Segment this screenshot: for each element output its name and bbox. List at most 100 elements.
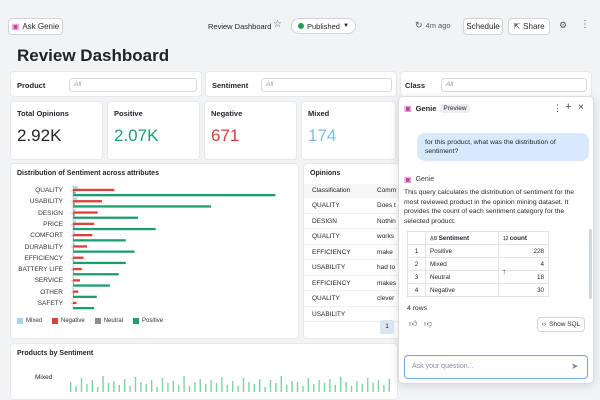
product-bar[interactable] [145, 384, 147, 392]
scrollbar[interactable] [589, 229, 592, 299]
product-bar[interactable] [237, 386, 239, 392]
bar-negative[interactable] [73, 245, 88, 248]
product-bar[interactable] [372, 383, 374, 392]
product-bar[interactable] [75, 386, 77, 392]
product-bar[interactable] [167, 383, 169, 392]
product-bar[interactable] [113, 381, 115, 392]
bar-mixed[interactable] [73, 186, 79, 189]
filter-select[interactable]: All [441, 78, 587, 92]
product-bar[interactable] [178, 385, 180, 392]
bar-positive[interactable] [73, 261, 126, 265]
product-bar[interactable] [269, 380, 272, 392]
product-bar[interactable] [205, 384, 207, 392]
schedule-button[interactable]: Schedule [463, 18, 503, 35]
product-bar[interactable] [345, 382, 347, 392]
bar-mixed[interactable] [73, 231, 75, 234]
bar-neutral[interactable] [73, 236, 74, 239]
bar-negative[interactable] [73, 279, 81, 282]
product-bar[interactable] [215, 383, 218, 392]
product-bar[interactable] [70, 382, 72, 392]
bar-neutral[interactable] [73, 281, 74, 285]
bar-negative[interactable] [73, 234, 93, 237]
bar-mixed[interactable] [73, 254, 74, 257]
product-bar[interactable] [329, 379, 331, 392]
product-bar[interactable] [334, 385, 336, 392]
product-bar[interactable] [377, 380, 380, 392]
product-bar[interactable] [118, 385, 120, 392]
close-icon[interactable]: × [578, 102, 584, 113]
bar-mixed[interactable] [73, 208, 76, 212]
bar-mixed[interactable] [73, 220, 76, 223]
product-bar[interactable] [91, 380, 93, 392]
table-row[interactable]: USABILITY [304, 307, 402, 322]
refresh-status[interactable]: ↻ 4m ago [415, 20, 451, 31]
bar-positive[interactable] [73, 227, 156, 231]
bar-negative[interactable] [73, 200, 103, 203]
bar-negative[interactable] [73, 301, 77, 305]
bar-mixed[interactable] [73, 242, 75, 245]
bar-mixed[interactable] [73, 276, 74, 279]
bar-negative[interactable] [73, 188, 115, 192]
product-bar[interactable] [188, 386, 191, 392]
product-bar[interactable] [356, 381, 358, 392]
filter-select[interactable]: All [261, 78, 392, 92]
bar-mixed[interactable] [73, 197, 78, 200]
bar-positive[interactable] [73, 194, 276, 197]
product-bar[interactable] [302, 386, 304, 392]
product-bar[interactable] [248, 382, 250, 392]
product-bar[interactable] [86, 384, 88, 392]
published-status[interactable]: Published ▼ [291, 18, 356, 34]
product-bar[interactable] [194, 382, 196, 392]
product-bar[interactable] [172, 381, 174, 392]
bar-positive[interactable] [73, 295, 97, 298]
table-row[interactable]: QUALITY clever [304, 291, 402, 307]
product-bar[interactable] [253, 384, 255, 392]
legend-item[interactable]: Neutral [94, 318, 123, 324]
product-bar[interactable] [80, 378, 83, 392]
bar-neutral[interactable] [73, 225, 75, 228]
product-bar[interactable] [199, 379, 201, 392]
bar-positive[interactable] [73, 239, 126, 242]
product-bar[interactable] [313, 384, 315, 392]
legend-item[interactable]: Mixed [17, 318, 42, 324]
bar-negative[interactable] [73, 222, 95, 225]
settings-icon[interactable]: ⚙ [559, 20, 568, 30]
product-bar[interactable] [97, 387, 99, 392]
product-bar[interactable] [221, 377, 223, 392]
product-bar[interactable] [296, 382, 299, 392]
more-options-icon[interactable]: ⋮ [580, 19, 590, 30]
product-bar[interactable] [350, 386, 353, 392]
legend-item[interactable]: Positive [133, 318, 163, 324]
bar-positive[interactable] [73, 216, 139, 219]
product-bar[interactable] [210, 380, 212, 392]
bar-negative[interactable] [73, 211, 98, 214]
bar-neutral[interactable] [73, 214, 75, 217]
new-chat-icon[interactable]: + [565, 101, 572, 113]
product-bar[interactable] [156, 387, 158, 392]
bar-negative[interactable] [73, 256, 84, 259]
legend-item[interactable]: Negative [52, 318, 85, 324]
bar-negative[interactable] [73, 267, 82, 271]
bar-neutral[interactable] [73, 202, 75, 205]
bar-positive[interactable] [73, 273, 119, 276]
more-options-icon[interactable]: ⋮ [553, 103, 562, 113]
product-bar[interactable] [151, 380, 153, 392]
bar-positive[interactable] [73, 307, 95, 310]
product-bar[interactable] [140, 382, 142, 392]
product-bar[interactable] [275, 383, 277, 392]
product-bar[interactable] [232, 381, 234, 392]
bar-neutral[interactable] [73, 270, 74, 273]
bar-positive[interactable] [73, 284, 110, 287]
product-bar[interactable] [323, 383, 326, 392]
product-bar[interactable] [226, 385, 228, 392]
product-bar[interactable] [134, 377, 137, 392]
thumbs-up-icon[interactable]: 👍︎ [409, 319, 418, 328]
product-bar[interactable] [291, 381, 293, 392]
product-bar[interactable] [318, 380, 320, 392]
send-icon[interactable]: ➤ [571, 361, 579, 371]
product-bar[interactable] [161, 378, 164, 392]
table-row[interactable]: DESIGN Nothin [304, 214, 402, 229]
product-bar[interactable] [280, 376, 282, 392]
thumbs-down-icon[interactable]: 👎︎ [424, 319, 433, 328]
filter-select[interactable]: All [69, 78, 197, 92]
